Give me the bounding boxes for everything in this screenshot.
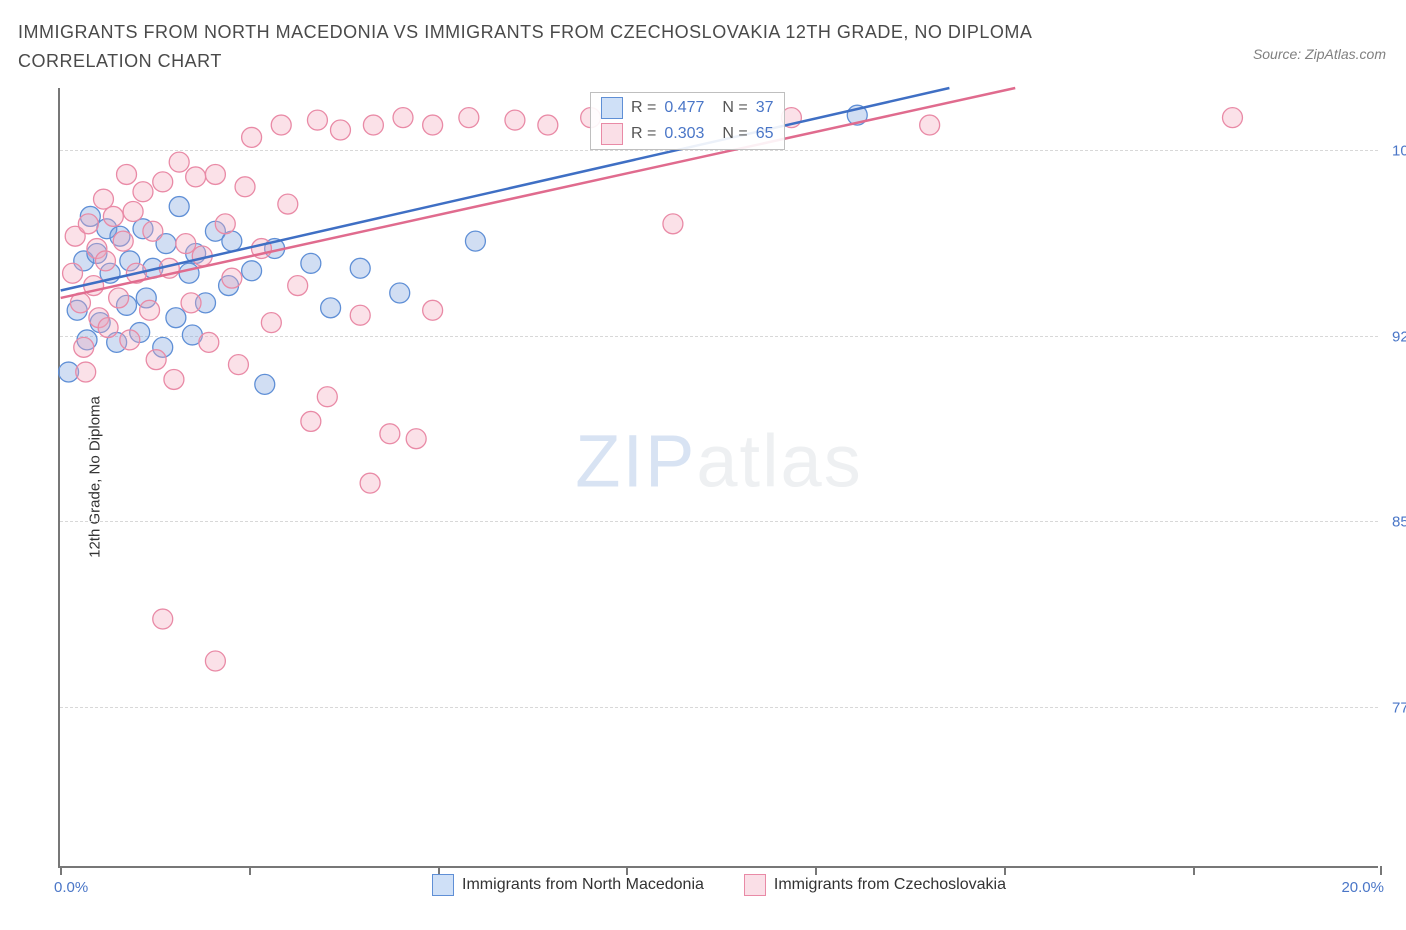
scatter-point[interactable] [255,374,275,394]
scatter-point[interactable] [117,164,137,184]
scatter-point[interactable] [78,214,98,234]
series-swatch [601,97,623,119]
legend-label: Immigrants from Czechoslovakia [774,876,1006,894]
plot-area: ZIPatlas 12th Grade, No Diploma 100.0%92… [58,88,1378,868]
scatter-point[interactable] [179,263,199,283]
scatter-point[interactable] [393,108,413,128]
stat-n-value: 37 [756,99,774,117]
scatter-point[interactable] [164,369,184,389]
stat-r-label: R = [631,125,656,143]
scatter-point[interactable] [176,234,196,254]
scatter-point[interactable] [74,337,94,357]
stat-r-value: 0.303 [664,125,704,143]
scatter-point[interactable] [146,350,166,370]
y-tick-label: 77.5% [1382,700,1406,717]
scatter-point[interactable] [133,182,153,202]
scatter-point[interactable] [228,355,248,375]
legend-swatch [744,874,766,896]
scatter-point[interactable] [406,429,426,449]
scatter-point[interactable] [76,362,96,382]
scatter-point[interactable] [278,194,298,214]
scatter-point[interactable] [321,298,341,318]
scatter-point[interactable] [538,115,558,135]
y-tick-label: 85.0% [1382,514,1406,531]
stats-box: R = 0.477 N = 37 R = 0.303 N = 65 [590,92,785,150]
scatter-point[interactable] [330,120,350,140]
series-swatch [601,123,623,145]
scatter-point[interactable] [205,651,225,671]
stat-n-value: 65 [756,125,774,143]
scatter-point[interactable] [363,115,383,135]
scatter-svg [60,88,1378,866]
scatter-point[interactable] [261,313,281,333]
scatter-point[interactable] [242,261,262,281]
scatter-point[interactable] [350,305,370,325]
source-attribution: Source: ZipAtlas.com [1253,46,1386,62]
stat-row: R = 0.477 N = 37 [591,95,784,121]
scatter-point[interactable] [181,293,201,313]
legend-swatch [432,874,454,896]
scatter-point[interactable] [288,276,308,296]
scatter-point[interactable] [123,202,143,222]
scatter-point[interactable] [360,473,380,493]
scatter-point[interactable] [271,115,291,135]
stat-n-label: N = [722,99,747,117]
scatter-point[interactable] [920,115,940,135]
legend-item: Immigrants from Czechoslovakia [744,874,1006,896]
scatter-point[interactable] [95,251,115,271]
stat-r-value: 0.477 [664,99,704,117]
scatter-point[interactable] [242,127,262,147]
scatter-point[interactable] [222,268,242,288]
scatter-point[interactable] [465,231,485,251]
scatter-point[interactable] [153,172,173,192]
scatter-point[interactable] [380,424,400,444]
scatter-point[interactable] [140,300,160,320]
scatter-point[interactable] [199,332,219,352]
scatter-point[interactable] [1223,108,1243,128]
scatter-point[interactable] [109,288,129,308]
legend-item: Immigrants from North Macedonia [432,874,704,896]
stat-r-label: R = [631,99,656,117]
legend-label: Immigrants from North Macedonia [462,876,704,894]
scatter-point[interactable] [103,206,123,226]
scatter-point[interactable] [317,387,337,407]
scatter-point[interactable] [113,231,133,251]
scatter-point[interactable] [350,258,370,278]
scatter-point[interactable] [423,300,443,320]
scatter-point[interactable] [166,308,186,328]
scatter-point[interactable] [186,167,206,187]
scatter-point[interactable] [205,164,225,184]
scatter-point[interactable] [423,115,443,135]
x-tick [1380,866,1382,875]
chart-title: IMMIGRANTS FROM NORTH MACEDONIA VS IMMIG… [18,18,1138,76]
scatter-point[interactable] [390,283,410,303]
scatter-point[interactable] [505,110,525,130]
scatter-point[interactable] [663,214,683,234]
scatter-point[interactable] [215,214,235,234]
scatter-point[interactable] [94,189,114,209]
scatter-point[interactable] [169,197,189,217]
scatter-point[interactable] [301,411,321,431]
scatter-point[interactable] [301,253,321,273]
scatter-point[interactable] [143,221,163,241]
stat-n-label: N = [722,125,747,143]
scatter-point[interactable] [235,177,255,197]
scatter-point[interactable] [98,318,118,338]
scatter-point[interactable] [63,263,83,283]
scatter-point[interactable] [169,152,189,172]
y-tick-label: 92.5% [1382,328,1406,345]
stat-row: R = 0.303 N = 65 [591,121,784,147]
trend-line [61,88,1016,298]
scatter-point[interactable] [307,110,327,130]
y-tick-label: 100.0% [1382,142,1406,159]
scatter-point[interactable] [459,108,479,128]
legend: Immigrants from North Macedonia Immigrant… [60,874,1378,896]
scatter-point[interactable] [153,609,173,629]
scatter-point[interactable] [120,330,140,350]
